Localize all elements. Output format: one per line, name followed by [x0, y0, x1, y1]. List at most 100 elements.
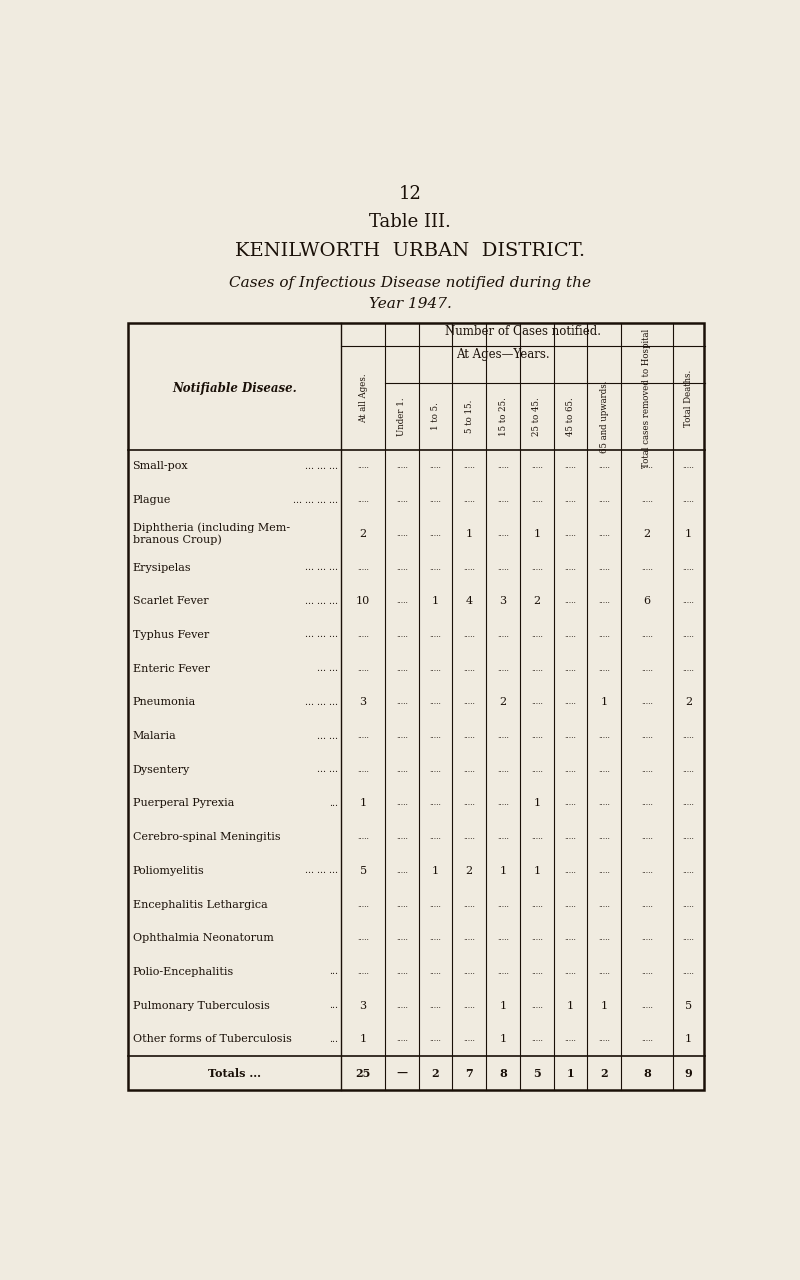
Text: 3: 3 — [499, 596, 506, 607]
Text: .....: ..... — [463, 833, 475, 841]
Text: 5 to 15.: 5 to 15. — [465, 399, 474, 433]
Text: .....: ..... — [565, 462, 577, 471]
Text: 45 to 65.: 45 to 65. — [566, 397, 575, 435]
Text: 5: 5 — [533, 1068, 541, 1079]
Text: 1: 1 — [534, 529, 540, 539]
Text: .....: ..... — [463, 631, 475, 639]
Text: Polio-Encephalitis: Polio-Encephalitis — [133, 966, 234, 977]
Text: .....: ..... — [463, 1002, 475, 1010]
Text: .....: ..... — [641, 462, 653, 471]
Text: 2: 2 — [432, 1068, 439, 1079]
Text: ... ... ...: ... ... ... — [305, 631, 338, 640]
Text: 2: 2 — [643, 529, 650, 539]
Text: .....: ..... — [396, 530, 408, 538]
Text: ... ... ...: ... ... ... — [305, 462, 338, 471]
Text: .....: ..... — [641, 732, 653, 740]
Text: 8: 8 — [499, 1068, 507, 1079]
Text: .....: ..... — [463, 699, 475, 707]
Text: .....: ..... — [565, 867, 577, 874]
Text: .....: ..... — [396, 462, 408, 471]
Text: .....: ..... — [430, 530, 442, 538]
Text: 8: 8 — [643, 1068, 651, 1079]
Text: .....: ..... — [497, 530, 509, 538]
Text: .....: ..... — [598, 934, 610, 942]
Text: .....: ..... — [598, 563, 610, 572]
Text: .....: ..... — [463, 934, 475, 942]
Text: .....: ..... — [531, 732, 542, 740]
Text: .....: ..... — [430, 833, 442, 841]
Text: .....: ..... — [565, 598, 577, 605]
Text: .....: ..... — [598, 833, 610, 841]
Text: .....: ..... — [641, 699, 653, 707]
Text: .....: ..... — [682, 901, 694, 909]
Text: .....: ..... — [430, 732, 442, 740]
Text: .....: ..... — [396, 800, 408, 808]
Text: .....: ..... — [497, 765, 509, 774]
Text: .....: ..... — [565, 833, 577, 841]
Text: .....: ..... — [682, 934, 694, 942]
Text: 2: 2 — [359, 529, 366, 539]
Text: .....: ..... — [497, 732, 509, 740]
Text: .....: ..... — [682, 563, 694, 572]
Text: 1: 1 — [685, 529, 692, 539]
Text: ...: ... — [329, 799, 338, 808]
Text: .....: ..... — [463, 1036, 475, 1043]
Text: .....: ..... — [565, 968, 577, 975]
Text: .....: ..... — [598, 800, 610, 808]
Text: .....: ..... — [430, 699, 442, 707]
Text: .....: ..... — [531, 631, 542, 639]
Text: 2: 2 — [534, 596, 540, 607]
Text: .....: ..... — [682, 732, 694, 740]
Text: .....: ..... — [396, 699, 408, 707]
Text: 5: 5 — [685, 1001, 692, 1011]
Text: ... ...: ... ... — [317, 732, 338, 741]
Text: .....: ..... — [598, 598, 610, 605]
Text: .....: ..... — [641, 800, 653, 808]
Text: At all Ages.: At all Ages. — [358, 372, 367, 422]
Text: .....: ..... — [357, 934, 369, 942]
Text: .....: ..... — [430, 765, 442, 774]
Text: .....: ..... — [641, 833, 653, 841]
Text: Diphtheria (including Mem-
branous Croup): Diphtheria (including Mem- branous Croup… — [133, 522, 290, 545]
Text: .....: ..... — [531, 563, 542, 572]
Text: 2: 2 — [466, 865, 473, 876]
Text: .....: ..... — [497, 934, 509, 942]
Text: .....: ..... — [497, 462, 509, 471]
Text: 1: 1 — [534, 799, 540, 809]
Text: .....: ..... — [565, 732, 577, 740]
Text: .....: ..... — [531, 765, 542, 774]
Text: .....: ..... — [430, 497, 442, 504]
Text: .....: ..... — [396, 497, 408, 504]
Text: .....: ..... — [598, 664, 610, 673]
Text: 1: 1 — [499, 865, 506, 876]
Text: .....: ..... — [641, 968, 653, 975]
Text: .....: ..... — [463, 765, 475, 774]
Text: 25 to 45.: 25 to 45. — [532, 397, 542, 435]
Text: .....: ..... — [357, 497, 369, 504]
Text: .....: ..... — [430, 934, 442, 942]
Text: 1: 1 — [432, 596, 439, 607]
Text: Small-pox: Small-pox — [133, 462, 188, 471]
Text: ...: ... — [329, 1001, 338, 1010]
Text: .....: ..... — [598, 732, 610, 740]
Text: .....: ..... — [357, 968, 369, 975]
Text: .....: ..... — [565, 800, 577, 808]
Text: 1: 1 — [601, 698, 608, 708]
Text: 10: 10 — [356, 596, 370, 607]
Text: .....: ..... — [357, 833, 369, 841]
Text: .....: ..... — [463, 901, 475, 909]
Text: 2: 2 — [685, 698, 692, 708]
Text: .....: ..... — [396, 664, 408, 673]
Text: Encephalitis Lethargica: Encephalitis Lethargica — [133, 900, 267, 910]
Text: .....: ..... — [565, 699, 577, 707]
Text: 12: 12 — [398, 186, 422, 204]
Text: .....: ..... — [396, 934, 408, 942]
Text: .....: ..... — [598, 1036, 610, 1043]
Text: 9: 9 — [685, 1068, 693, 1079]
Text: .....: ..... — [598, 631, 610, 639]
Text: .....: ..... — [430, 901, 442, 909]
Text: Plague: Plague — [133, 495, 171, 506]
Text: .....: ..... — [396, 732, 408, 740]
Text: .....: ..... — [396, 1036, 408, 1043]
Text: 1: 1 — [359, 1034, 366, 1044]
